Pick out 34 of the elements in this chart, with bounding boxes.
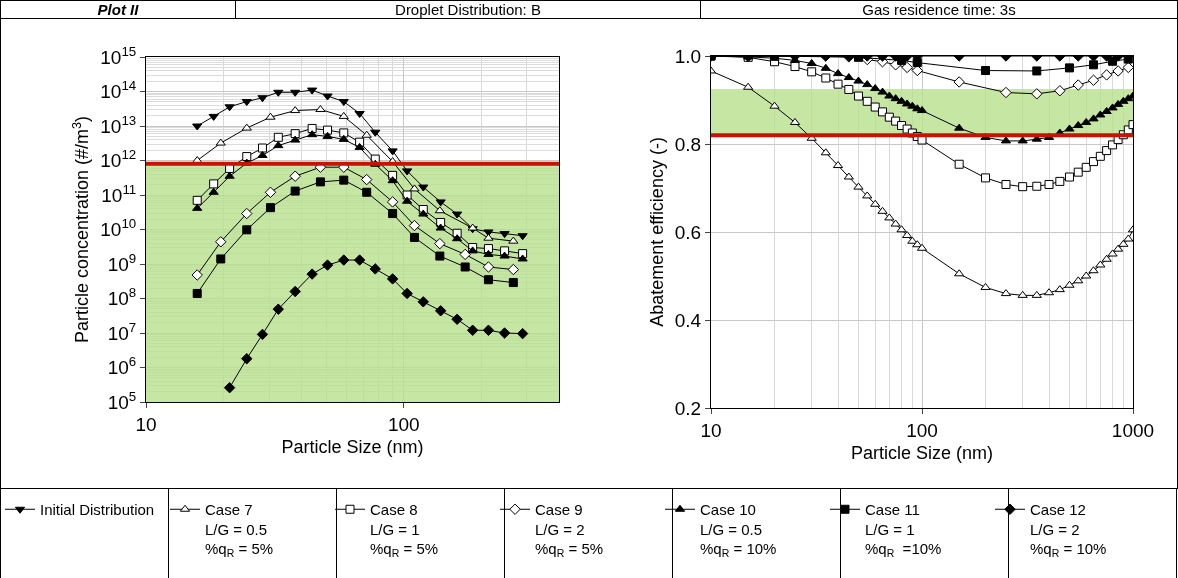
legend-label: Case 12 L/G = 2 %q$_{R}$ = 10% [1030,501,1107,560]
y-tick-label: 1.0 [674,45,702,67]
y-tick-label: 10$^{11}$ [101,181,137,206]
y-tick-label: 0.4 [674,309,702,331]
y-tick-label: 0.6 [674,221,702,243]
chart-title: Gas residence time: 3s [700,0,1178,19]
y-tick-label: 10$^{9}$ [107,250,137,275]
y-tick-label: 10$^{8}$ [107,285,137,310]
x-axis-title: Particle Size (nm) [281,436,424,457]
y-tick-label: 0.8 [674,133,702,155]
legend-label: Case 9 L/G = 2 %q$_{R}$ = 5% [535,501,604,560]
y-tick-label: 10$^{12}$ [100,147,137,172]
y-tick-label: 10$^{5}$ [107,388,137,413]
x-tick-label: 100 [387,413,420,435]
y-tick-label: 10$^{7}$ [107,319,137,344]
legend-label: Initial Distribution [40,501,155,519]
x-tick-label: 10 [700,419,722,441]
y-tick-label: 10$^{10}$ [100,216,137,241]
legend-label: Case 8 L/G = 1 %q$_{R}$ = 5% [370,501,439,560]
x-tick-label: 10 [135,413,157,435]
x-axis-title: Particle Size (nm) [850,442,994,463]
legend-label: Case 10 L/G = 0.5 %q$_{R}$ = 10% [700,501,777,560]
chart-subtitle: Droplet Distribution: B [235,0,701,19]
x-tick-label: 1000 [1111,419,1155,441]
y-axis-title: Abatement efficiency (-) [646,137,667,327]
y-tick-label: 0.2 [674,397,702,419]
y-tick-label: 10$^{6}$ [107,354,137,379]
chart-title: Plot II [0,0,236,19]
y-tick-label: 10$^{14}$ [100,78,137,103]
y-tick-label: 10$^{15}$ [100,43,137,68]
y-tick-label: 10$^{13}$ [100,112,137,137]
legend-label: Case 11 L/G = 1 %q$_{R}$ =10% [865,501,942,560]
legend-label: Case 7 L/G = 0.5 %q$_{R}$ = 5% [205,501,274,560]
x-tick-label: 100 [906,419,938,441]
